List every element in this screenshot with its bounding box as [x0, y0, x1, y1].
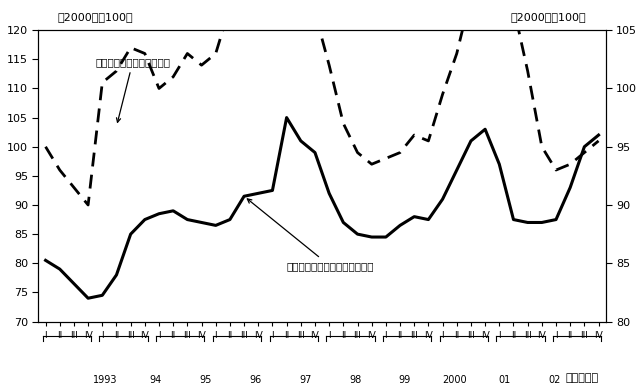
Text: 96: 96 [249, 375, 261, 385]
Text: 95: 95 [199, 375, 211, 385]
Text: 99: 99 [399, 375, 411, 385]
Text: 1993: 1993 [93, 375, 118, 385]
Text: 2000: 2000 [442, 375, 467, 385]
Text: （2000年＝100）: （2000年＝100） [58, 12, 133, 22]
Text: 鉱工業生産指数（右目盛）: 鉱工業生産指数（右目盛） [95, 57, 170, 122]
Text: 01: 01 [498, 375, 511, 385]
Text: 94: 94 [149, 375, 162, 385]
Text: 98: 98 [349, 375, 361, 385]
Text: （2000年＝100）: （2000年＝100） [511, 12, 586, 22]
Text: （年・期）: （年・期） [566, 373, 599, 383]
Text: 所定外労働時間指数（左目盛）: 所定外労働時間指数（左目盛） [247, 199, 374, 271]
Text: 97: 97 [299, 375, 311, 385]
Text: 02: 02 [549, 375, 561, 385]
